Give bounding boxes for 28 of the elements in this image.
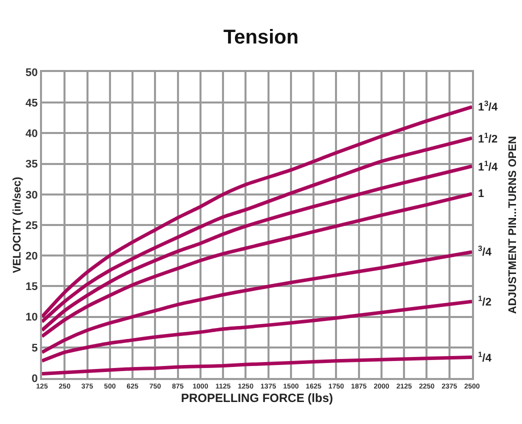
y-tick-label: 50 (26, 66, 38, 79)
y-tick-label: 0 (32, 372, 38, 385)
series-label: 1$^{1}$/2 (478, 131, 498, 146)
line-series (42, 250, 472, 354)
series-label: $^{1}$/2 (478, 294, 492, 309)
series-label: $^{1}$/4 (478, 350, 492, 365)
y-tick-label: 35 (26, 158, 38, 171)
y-tick-label: 20 (26, 250, 38, 262)
y-tick-label: 45 (26, 97, 38, 110)
y-tick-label: 30 (26, 189, 38, 202)
line-series (42, 192, 472, 338)
y-tick-label: 40 (26, 128, 38, 140)
legend-title: ADJUSTMENT PIN...TURNS OPEN (506, 136, 519, 314)
line-series (42, 164, 472, 332)
y-axis-title: VELOCITY (in/sec) (12, 176, 24, 274)
series-label: 1 (478, 188, 484, 200)
line-series (42, 105, 472, 319)
y-tick-label: 15 (26, 281, 38, 294)
series-label: 1$^{1}$/4 (478, 159, 498, 174)
line-series (42, 300, 472, 363)
line-series (42, 355, 472, 376)
y-tick-label: 5 (32, 342, 38, 354)
x-axis-title: PROPELLING FORCE (lbs) (180, 390, 334, 405)
y-tick-label: 10 (26, 312, 38, 324)
y-tick-label: 25 (26, 220, 38, 232)
series-label: $^{3}$/4 (478, 244, 492, 259)
chart-title: Tension (223, 26, 299, 49)
series-label: 1$^{3}$/4 (478, 99, 498, 114)
